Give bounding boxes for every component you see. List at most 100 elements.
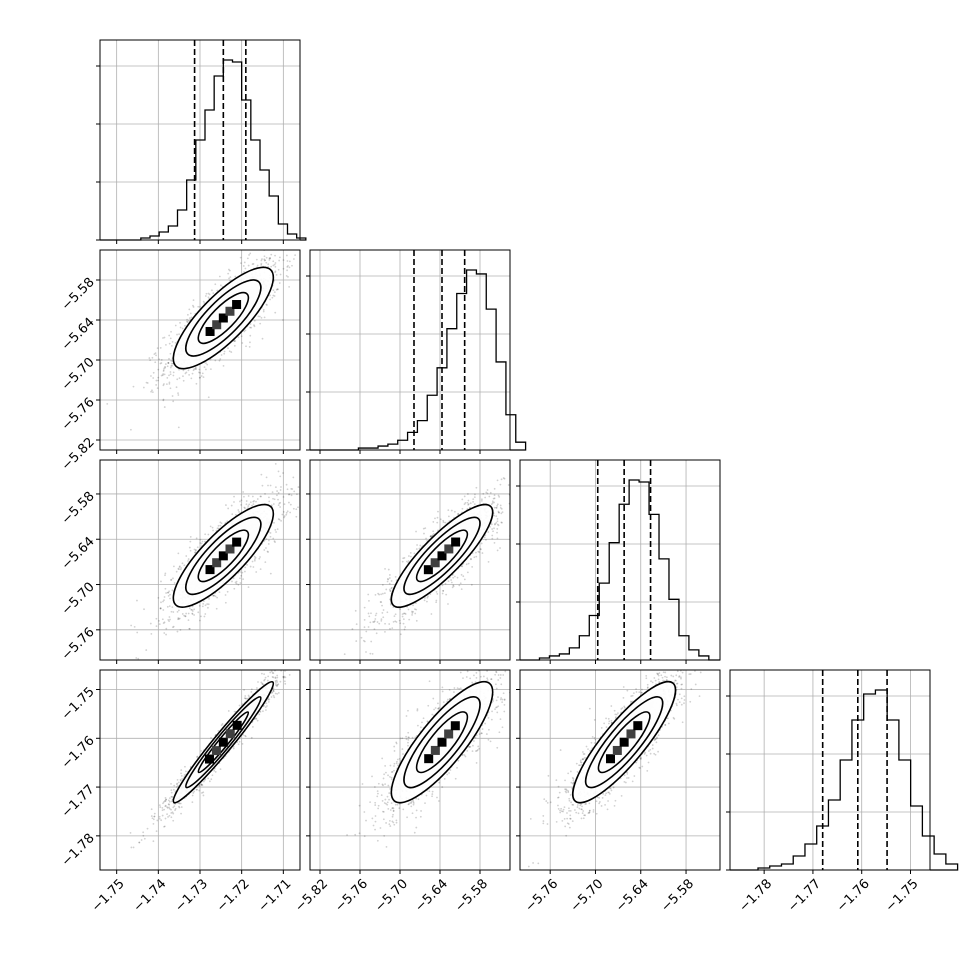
scatter-point — [382, 616, 385, 619]
scatter-point — [164, 365, 166, 368]
scatter-point — [178, 333, 180, 336]
scatter-point — [252, 262, 255, 265]
scatter-point — [202, 300, 205, 303]
scatter-point — [274, 254, 276, 257]
scatter-point — [272, 497, 274, 500]
scatter-point — [489, 491, 492, 494]
scatter-point — [289, 511, 292, 514]
scatter-point — [184, 615, 187, 618]
scatter-point — [435, 599, 438, 602]
scatter-point — [403, 628, 406, 631]
scatter-point — [260, 672, 263, 675]
scatter-point — [276, 528, 279, 531]
scatter-point — [423, 532, 425, 535]
scatter-point — [415, 608, 418, 611]
scatter-point — [192, 304, 194, 307]
scatter-point — [163, 367, 165, 370]
scatter-point — [169, 337, 172, 340]
scatter-point — [261, 484, 264, 487]
scatter-point — [189, 549, 192, 552]
scatter-point — [228, 269, 231, 272]
scatter-point — [451, 574, 454, 576]
scatter-point — [398, 619, 401, 622]
scatter-point — [292, 476, 295, 479]
scatter-point — [270, 265, 273, 268]
scatter-point — [461, 507, 464, 510]
scatter-point — [362, 639, 365, 642]
density-panel-0-1 — [96, 249, 301, 454]
scatter-point — [155, 354, 157, 357]
scatter-point — [178, 377, 181, 380]
scatter-point — [291, 488, 294, 490]
scatter-point — [290, 494, 293, 497]
scatter-point — [415, 548, 418, 550]
scatter-point — [169, 618, 171, 621]
scatter-point — [470, 558, 472, 561]
scatter-point — [416, 544, 418, 546]
scatter-point — [239, 500, 241, 503]
scatter-point — [355, 640, 358, 642]
scatter-point — [277, 498, 279, 501]
scatter-point — [155, 625, 158, 628]
scatter-point — [181, 613, 184, 615]
scatter-point — [288, 501, 290, 504]
scatter-point — [170, 359, 173, 362]
scatter-point — [444, 582, 447, 585]
scatter-point — [165, 798, 168, 801]
scatter-point — [470, 583, 473, 586]
scatter-point — [188, 317, 191, 320]
scatter-point — [496, 503, 499, 506]
scatter-point — [288, 266, 291, 269]
scatter-point — [379, 601, 382, 603]
scatter-point — [249, 326, 252, 329]
density-core — [212, 320, 222, 330]
scatter-point — [460, 565, 463, 568]
scatter-point — [415, 530, 417, 533]
scatter-point — [473, 503, 476, 506]
scatter-point — [168, 383, 171, 385]
scatter-point — [460, 588, 463, 591]
scatter-point — [273, 263, 276, 266]
scatter-point — [460, 573, 463, 576]
scatter-point — [401, 615, 404, 618]
scatter-point — [466, 493, 469, 495]
scatter-point — [493, 541, 496, 544]
scatter-point — [493, 506, 496, 509]
scatter-point — [191, 610, 194, 612]
scatter-point — [452, 584, 455, 587]
scatter-point — [452, 585, 455, 588]
scatter-point — [163, 383, 165, 385]
scatter-point — [467, 503, 470, 505]
scatter-point — [435, 591, 438, 593]
scatter-point — [249, 501, 252, 504]
scatter-point — [212, 594, 215, 597]
scatter-point — [176, 610, 179, 613]
scatter-point — [188, 627, 191, 630]
scatter-point — [283, 675, 286, 678]
scatter-point — [461, 498, 464, 501]
scatter-point — [291, 264, 293, 267]
scatter-point — [171, 606, 174, 609]
scatter-point — [355, 623, 358, 626]
scatter-point — [204, 533, 207, 536]
scatter-point — [386, 580, 389, 583]
scatter-point — [208, 293, 211, 296]
scatter-point — [162, 600, 164, 603]
scatter-point — [240, 499, 243, 502]
scatter-point — [178, 618, 180, 620]
scatter-point — [302, 478, 304, 480]
scatter-point — [257, 315, 260, 318]
histogram-step — [310, 269, 527, 451]
scatter-point — [232, 577, 235, 580]
scatter-point — [255, 500, 257, 503]
scatter-point — [172, 371, 175, 374]
scatter-point — [472, 498, 475, 501]
scatter-point — [220, 354, 223, 356]
scatter-point — [247, 586, 250, 589]
scatter-point — [259, 556, 261, 558]
scatter-point — [386, 611, 389, 614]
scatter-point — [186, 321, 189, 324]
density-panel-1-2 — [306, 459, 511, 664]
scatter-point — [453, 575, 456, 578]
scatter-point — [407, 608, 410, 611]
